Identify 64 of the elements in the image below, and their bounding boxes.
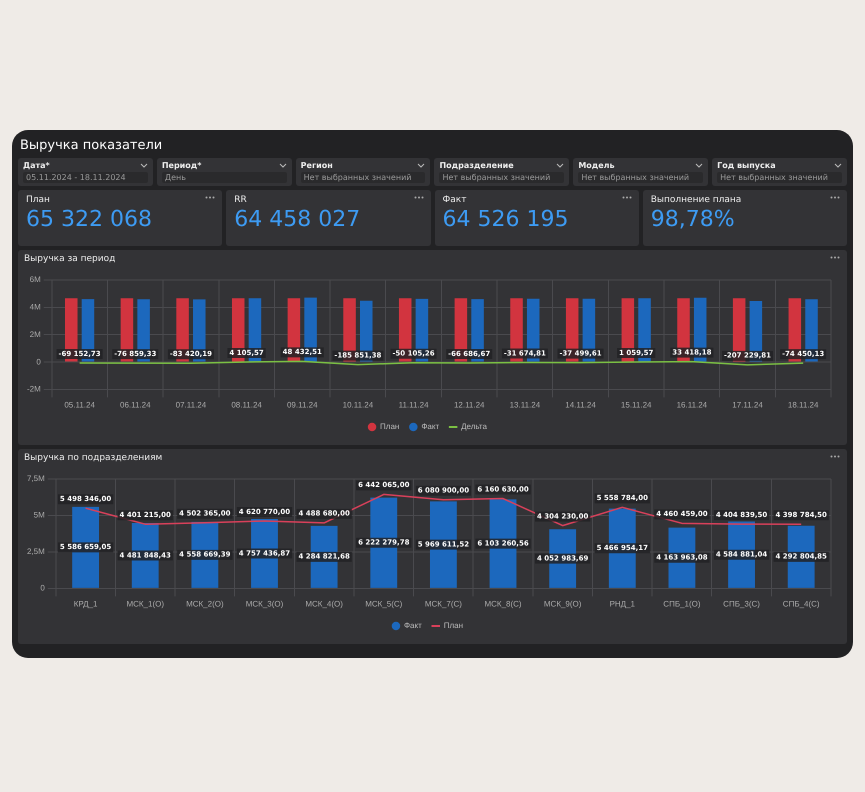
x-tick-label: РНД_1 [610,599,636,608]
text: Модель [578,161,616,170]
text: 05.11.2024 - 18.11.2024 [23,172,148,183]
y-tick-label: 4M [30,302,42,312]
x-tick-label: 10.11.24 [342,400,374,410]
x-tick-label: СПБ_3(С) [723,599,760,608]
category-label: План [26,195,51,205]
text: Дата* [23,161,51,170]
legend-label: План [380,422,400,432]
x-tick-label: МСК_1(О) [126,599,164,608]
text: Нет выбранных значений [300,172,426,183]
x-tick-label: 08.11.24 [231,400,262,410]
y-tick-label: 5M [34,510,46,520]
x-tick-label: 13.11.24 [510,400,541,410]
legend-label: Факт [421,422,440,432]
text: 98,78% [650,207,735,232]
y-tick-label: -2M [26,384,42,394]
x-tick-label: МСК_8(С) [484,599,522,608]
x-tick-label: МСК_5(С) [365,599,403,608]
text: 65 322 068 [26,207,152,232]
x-tick-label: МСК_4(О) [305,599,344,608]
category-label: Факт [442,195,468,205]
x-tick-label: 06.11.24 [120,400,152,410]
category-label: RR [234,195,248,205]
x-tick-label: МСК_9(О) [544,599,582,608]
y-tick-label: 0 [36,357,42,366]
text: 64 458 027 [234,207,360,232]
x-tick-label: 12.11.24 [454,400,486,410]
legend-label: Дельта [461,422,488,432]
x-tick-label: 14.11.24 [565,400,596,410]
text: 64 526 195 [442,207,568,232]
y-tick-label: 2M [30,330,42,339]
text: Год выпуска [717,161,777,170]
x-tick-label: 18.11.24 [788,400,819,410]
x-tick-label: МСК_7(С) [424,599,462,608]
y-tick-label: 6M [30,275,42,284]
x-tick-label: 05.11.24 [64,400,96,410]
y-tick-label: 2,5M [26,547,46,556]
text: Нет выбранных значений [439,172,564,183]
y-tick-label: 7,5M [26,474,46,484]
text: День [162,172,287,183]
text: Выручка показатели [20,138,164,153]
text: Период* [162,161,202,170]
x-tick-label: 09.11.24 [286,400,318,410]
text: Регион [300,161,334,170]
text: Подразделение [439,161,515,170]
chart-title: Выручка по подразделениям [24,453,164,463]
y-tick-label: 0 [40,584,46,593]
category-label: Выполнение плана [650,195,742,205]
x-tick-label: СПБ_1(О) [663,599,701,608]
x-tick-label: КРД_1 [74,599,98,608]
chart-title: Выручка за период [24,254,116,264]
legend-label: План [444,621,464,630]
x-tick-label: СПБ_4(С) [782,599,820,608]
x-tick-label: 07.11.24 [176,400,207,410]
x-tick-label: 15.11.24 [620,400,652,410]
x-tick-label: 17.11.24 [732,400,764,410]
legend-label: Факт [404,621,422,630]
x-tick-label: 11.11.24 [398,400,430,410]
x-tick-label: 16.11.24 [676,400,708,410]
x-tick-label: МСК_3(О) [246,599,284,608]
text: Нет выбранных значений [578,172,704,183]
x-tick-label: МСК_2(О) [186,599,224,608]
text: Нет выбранных значений [717,172,842,183]
